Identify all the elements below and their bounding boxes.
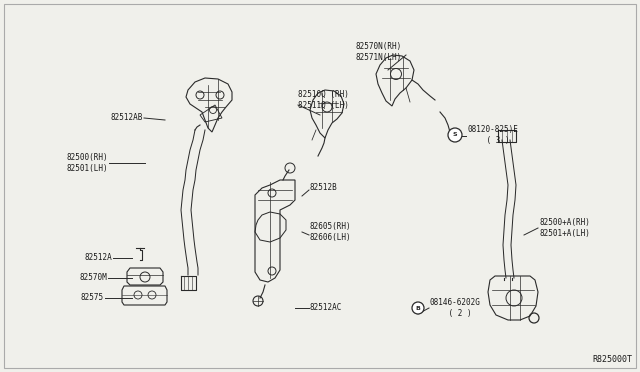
Text: 82570M: 82570M [79,273,107,282]
Text: 82500(RH)
82501(LH): 82500(RH) 82501(LH) [67,153,108,173]
Text: 82512A: 82512A [84,253,112,263]
Text: 82512AC: 82512AC [310,304,342,312]
Text: 82575: 82575 [81,294,104,302]
Circle shape [448,128,462,142]
Text: 82570N(RH)
82571N(LH): 82570N(RH) 82571N(LH) [355,42,401,62]
Text: 82500+A(RH)
82501+A(LH): 82500+A(RH) 82501+A(LH) [540,218,591,238]
Circle shape [412,302,424,314]
Text: 08146-6202G
    ( 2 ): 08146-6202G ( 2 ) [430,298,481,318]
Text: 82512AB: 82512AB [111,113,143,122]
Text: R825000T: R825000T [592,355,632,364]
Text: 82510Q (RH)
82511Q (LH): 82510Q (RH) 82511Q (LH) [298,90,349,110]
Text: 82512B: 82512B [310,183,338,192]
Text: S: S [452,132,458,138]
Text: 82605(RH)
82606(LH): 82605(RH) 82606(LH) [310,222,351,242]
Text: 08120-825)E
    ( 3 ): 08120-825)E ( 3 ) [468,125,519,145]
Text: B: B [415,305,420,311]
